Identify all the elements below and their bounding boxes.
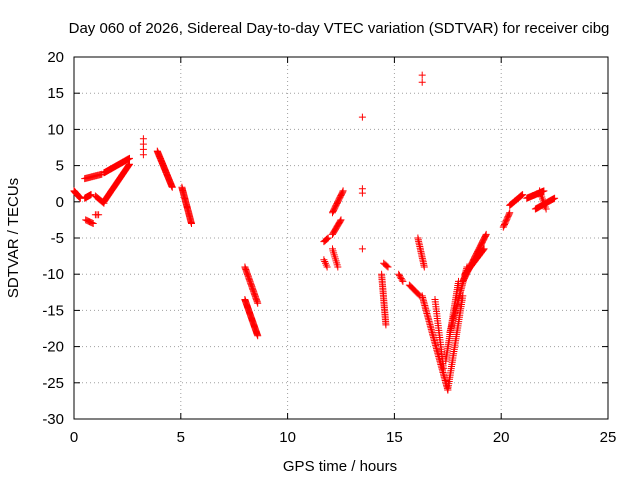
data-point [420,263,428,271]
data-point [168,183,176,191]
y-tick-label: -5 [51,230,64,247]
y-tick-label: 15 [47,85,64,102]
data-point [254,332,262,340]
x-tick-label: 10 [279,429,296,446]
data-point [336,217,344,225]
x-axis-label: GPS time / hours [283,458,397,475]
data-point [551,194,559,202]
data-point [397,275,405,282]
data-point [254,299,262,307]
y-tick-label: -10 [42,266,64,283]
y-tick-label: 0 [56,194,64,211]
data-point [479,246,487,254]
data-point [87,191,95,199]
data-point [323,263,331,271]
data-point [323,235,331,243]
x-tick-label: 15 [386,429,403,446]
data-point [95,211,103,219]
data-point [89,220,97,227]
data-point [358,245,366,253]
data-point [358,113,366,121]
y-tick-label: -15 [42,302,64,319]
y-axis-label: SDTVAR / TECUs [5,178,22,298]
data-point [519,191,527,199]
data-point [482,230,490,238]
x-tick-label: 25 [600,429,617,446]
data-point [334,263,342,271]
y-tick-label: 10 [47,121,64,138]
grid [74,57,608,419]
data-point [324,234,332,242]
data-point [440,364,447,372]
x-tick-label: 5 [177,429,185,446]
data-point [395,270,403,278]
data-point [399,277,407,285]
y-tick-label: -25 [42,375,64,392]
data-point [506,209,514,217]
y-tick-label: 5 [56,158,64,175]
data-point [383,262,391,270]
axis-ticks: 0 5 10 15 20 25 -30 -25 -20 -15 -10 -5 0 5 10 15 20 [42,49,616,446]
data-point [339,187,347,195]
x-tick-label: 20 [493,429,510,446]
y-tick-label: -20 [42,339,64,356]
data-point [517,192,525,200]
data-point [188,220,195,227]
data-point [542,205,550,213]
data-point [323,235,330,243]
y-tick-label: 20 [47,49,64,66]
data-point [337,216,345,224]
data-point [358,185,366,193]
data-point [320,256,328,264]
data-point [396,272,403,280]
data-point [418,71,426,79]
data-point [321,258,329,265]
data-point [126,154,133,162]
data-point [384,263,392,271]
data-point [418,78,426,86]
data-point [480,245,488,253]
data-point [382,321,390,329]
data-point [322,259,329,267]
x-tick-label: 0 [70,429,78,446]
data-point [398,276,406,284]
data-point [479,247,487,255]
data-point [139,135,147,143]
chart-title: Day 060 of 2026, Sidereal Day-to-day VTE… [69,20,610,37]
data-points [70,71,559,394]
data-point [396,273,404,281]
y-tick-label: -30 [42,411,64,428]
